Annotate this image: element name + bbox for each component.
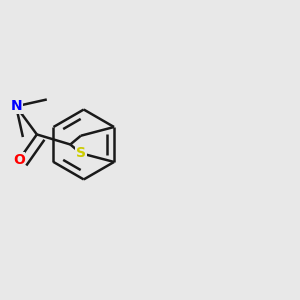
Text: O: O — [13, 153, 25, 167]
Text: S: S — [76, 146, 86, 160]
Text: N: N — [10, 99, 22, 113]
